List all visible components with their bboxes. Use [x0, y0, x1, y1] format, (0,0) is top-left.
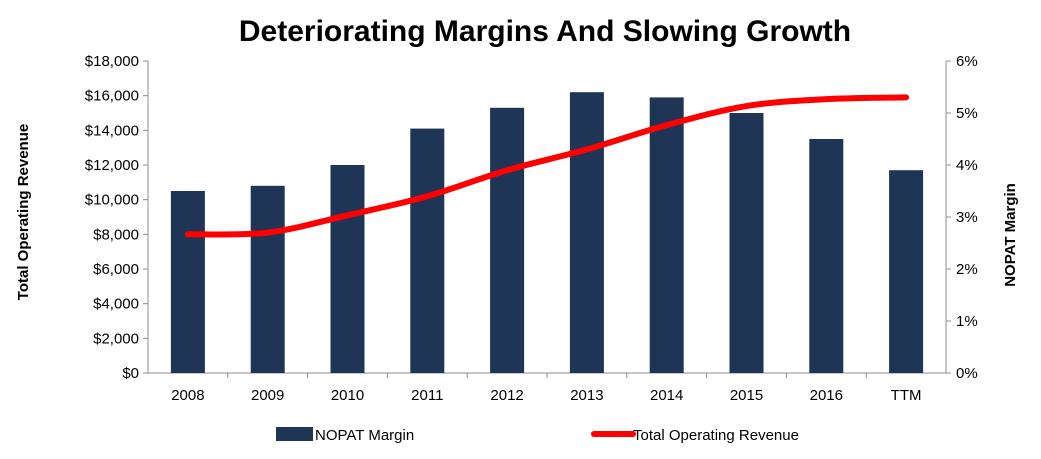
x-tick-label: 2016 [810, 387, 843, 404]
left-tick-label: $8,000 [93, 226, 139, 243]
x-tick-labels: 2008 2009 2010 2011 2012 2013 2014 2015 2016 TTM [171, 387, 921, 404]
left-axis-label: Total Operating Revenue [15, 124, 32, 300]
legend-swatch-bar [276, 427, 313, 441]
right-tick-labels: 0% 1% 2% 3% 4% 5% 6% [956, 53, 978, 382]
bar [330, 165, 365, 373]
revenue-line [184, 94, 910, 238]
x-tick-label: 2013 [570, 387, 603, 404]
x-tick-label: TTM [891, 387, 922, 404]
right-tick-label: 5% [956, 105, 978, 122]
legend-label: NOPAT Margin [315, 427, 414, 444]
x-tick-label: 2011 [411, 387, 443, 404]
x-tick-label: 2009 [251, 387, 284, 404]
bar [170, 191, 205, 373]
x-tick-label: 2012 [490, 387, 523, 404]
bar [569, 92, 604, 373]
bar [410, 128, 445, 373]
x-tick-label: 2015 [730, 387, 763, 404]
left-tick-label: $16,000 [85, 88, 139, 105]
left-tick-label: $2,000 [93, 330, 139, 347]
right-axis-label: NOPAT Margin [1002, 183, 1019, 287]
legend: NOPAT Margin Total Operating Revenue [276, 427, 799, 444]
x-tick-label: 2008 [171, 387, 204, 404]
line-group [184, 94, 910, 238]
right-tick-label: 2% [956, 261, 978, 278]
bar [490, 107, 525, 374]
left-tick-label: $18,000 [85, 53, 139, 70]
left-tick-label: $0 [122, 365, 139, 382]
left-tick-label: $4,000 [93, 296, 139, 313]
x-tick-label: 2010 [331, 387, 364, 404]
right-tick-label: 3% [956, 209, 978, 226]
x-tick-label: 2014 [650, 387, 683, 404]
right-tick-label: 1% [956, 313, 978, 330]
right-tick-label: 0% [956, 365, 978, 382]
left-tick-labels: $0 $2,000 $4,000 $6,000 $8,000 $10,000 $12,000… [85, 53, 139, 382]
bar [250, 185, 285, 373]
bar [649, 97, 684, 374]
legend-label: Total Operating Revenue [633, 427, 799, 444]
left-tick-label: $12,000 [85, 157, 139, 174]
bar [889, 170, 924, 373]
left-tick-label: $10,000 [85, 192, 139, 209]
left-tick-label: $6,000 [93, 261, 139, 278]
right-tick-label: 4% [956, 157, 978, 174]
right-tick-label: 6% [956, 53, 978, 70]
bar [729, 113, 764, 373]
left-tick-label: $14,000 [85, 122, 139, 139]
chart-title: Deteriorating Margins And Slowing Growth [239, 15, 851, 48]
bars-group [170, 92, 924, 374]
bar [809, 139, 844, 373]
